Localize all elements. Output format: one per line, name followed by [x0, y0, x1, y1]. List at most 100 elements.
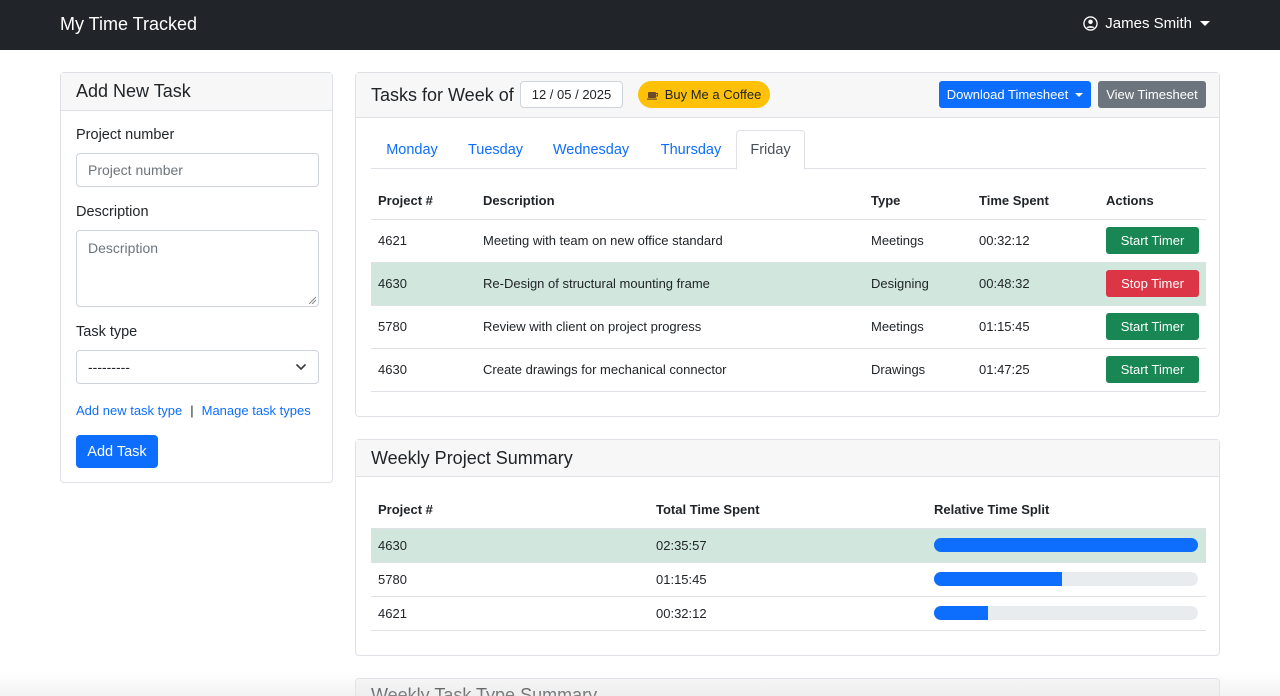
description-cell: Create drawings for mechanical connector [476, 348, 864, 392]
project-cell: 4621 [371, 596, 649, 631]
description-cell: Re-Design of structural mounting frame [476, 262, 864, 306]
time-split-progress [934, 572, 1198, 586]
download-timesheet-button[interactable]: Download Timesheet [939, 81, 1091, 108]
add-task-title: Add New Task [61, 73, 332, 111]
col-description: Description [476, 183, 864, 220]
tasks-table-header: Project # Description Type Time Spent Ac… [371, 183, 1206, 220]
caret-down-icon [1075, 92, 1084, 97]
total-time-cell: 02:35:57 [649, 528, 927, 563]
time-split-bar [934, 572, 1063, 586]
type-cell: Meetings [864, 305, 972, 349]
add-task-button[interactable]: Add Task [76, 435, 158, 468]
table-row: 4621 00:32:12 [371, 596, 1206, 631]
table-row: 4630 Re-Design of structural mounting fr… [371, 262, 1206, 306]
table-row: 4630 02:35:57 [371, 528, 1206, 563]
project-number-input[interactable]: Project number [76, 153, 319, 187]
task-type-select[interactable]: --------- [76, 350, 319, 384]
tab-wednesday[interactable]: Wednesday [552, 141, 630, 158]
type-cell: Designing [864, 262, 972, 306]
col-actions: Actions [1099, 183, 1206, 220]
tab-thursday[interactable]: Thursday [660, 141, 722, 158]
time-split-progress [934, 538, 1198, 552]
type-cell: Drawings [864, 348, 972, 392]
col-time-spent: Time Spent [972, 183, 1099, 220]
description-label: Description [76, 204, 149, 220]
tab-monday[interactable]: Monday [386, 141, 438, 158]
tasks-table: Project # Description Type Time Spent Ac… [371, 183, 1206, 392]
task-type-value: --------- [88, 359, 130, 375]
add-task-card: Add New Task Project number Project numb… [60, 72, 333, 483]
weekly-summary-title: Weekly Project Summary [356, 440, 1219, 477]
project-number-label: Project number [76, 127, 175, 143]
total-time-cell: 01:15:45 [649, 562, 927, 597]
task-type-summary-title: Weekly Task Type Summary [356, 679, 1219, 696]
weekly-summary-card: Weekly Project Summary Project # Total T… [355, 439, 1220, 656]
user-menu[interactable]: James Smith [1083, 15, 1210, 32]
col-total-time: Total Time Spent [649, 492, 927, 529]
type-cell: Meetings [864, 219, 972, 263]
buy-coffee-button[interactable]: Buy Me a Coffee [638, 81, 770, 108]
weekday-tabs: Monday Tuesday Wednesday Thursday Friday [371, 130, 1206, 170]
summary-table: Project # Total Time Spent Relative Time… [371, 492, 1206, 631]
start-timer-button[interactable]: Start Timer [1106, 356, 1199, 383]
project-cell: 4630 [371, 348, 476, 392]
stop-timer-button[interactable]: Stop Timer [1106, 270, 1199, 297]
tab-friday[interactable]: Friday [736, 130, 805, 170]
description-cell: Meeting with team on new office standard [476, 219, 864, 263]
time-split-progress [934, 606, 1198, 620]
actions-cell: Start Timer [1099, 305, 1206, 349]
tasks-card-header: Tasks for Week of 12 / 05 / 2025 Buy Me … [356, 73, 1219, 118]
download-timesheet-label: Download Timesheet [946, 87, 1069, 102]
col-project: Project # [371, 183, 476, 220]
description-placeholder: Description [88, 240, 159, 256]
start-timer-button[interactable]: Start Timer [1106, 227, 1199, 254]
top-navbar: My Time Tracked James Smith [0, 0, 1280, 50]
user-name: James Smith [1105, 15, 1192, 32]
time-cell: 01:47:25 [972, 348, 1099, 392]
table-row: 4621 Meeting with team on new office sta… [371, 219, 1206, 263]
view-timesheet-button[interactable]: View Timesheet [1098, 81, 1206, 108]
actions-cell: Start Timer [1099, 348, 1206, 392]
time-split-bar [934, 538, 1198, 552]
project-cell: 4630 [371, 262, 476, 306]
split-cell [927, 528, 1206, 563]
project-cell: 4621 [371, 219, 476, 263]
time-cell: 00:32:12 [972, 219, 1099, 263]
week-date-input[interactable]: 12 / 05 / 2025 [520, 81, 623, 108]
task-type-summary-card: Weekly Task Type Summary [355, 678, 1220, 696]
description-textarea[interactable]: Description [76, 230, 319, 307]
tasks-card: Tasks for Week of 12 / 05 / 2025 Buy Me … [355, 72, 1220, 417]
table-row: 4630 Create drawings for mechanical conn… [371, 348, 1206, 392]
time-split-bar [934, 606, 989, 620]
project-cell: 5780 [371, 562, 649, 597]
add-task-type-link[interactable]: Add new task type [76, 403, 183, 418]
chevron-down-icon [295, 363, 307, 371]
coffee-icon [646, 91, 658, 100]
split-cell [927, 562, 1206, 597]
description-cell: Review with client on project progress [476, 305, 864, 349]
caret-down-icon [1200, 21, 1210, 26]
task-type-label: Task type [76, 324, 138, 340]
start-timer-button[interactable]: Start Timer [1106, 313, 1199, 340]
resize-grip-icon[interactable] [308, 296, 316, 304]
tasks-title: Tasks for Week of [371, 85, 514, 105]
actions-cell: Stop Timer [1099, 262, 1206, 306]
time-cell: 01:15:45 [972, 305, 1099, 349]
tab-tuesday[interactable]: Tuesday [467, 141, 524, 158]
table-row: 5780 Review with client on project progr… [371, 305, 1206, 349]
split-cell [927, 596, 1206, 631]
summary-table-header: Project # Total Time Spent Relative Time… [371, 492, 1206, 529]
user-circle-icon [1083, 16, 1099, 31]
col-relative-split: Relative Time Split [927, 492, 1206, 529]
project-number-placeholder: Project number [88, 162, 183, 178]
table-row: 5780 01:15:45 [371, 562, 1206, 597]
app-brand[interactable]: My Time Tracked [60, 14, 198, 34]
col-type: Type [864, 183, 972, 220]
task-type-links: Add new task type | Manage task types [76, 403, 311, 418]
project-cell: 5780 [371, 305, 476, 349]
buy-coffee-label: Buy Me a Coffee [664, 87, 762, 102]
total-time-cell: 00:32:12 [649, 596, 927, 631]
manage-task-types-link[interactable]: Manage task types [201, 403, 311, 418]
col-project: Project # [371, 492, 649, 529]
link-separator: | [190, 403, 194, 418]
